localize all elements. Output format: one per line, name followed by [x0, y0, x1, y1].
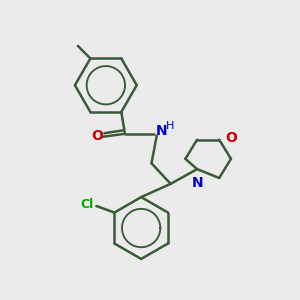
- Text: O: O: [226, 131, 238, 145]
- Text: N: N: [156, 124, 167, 138]
- Text: O: O: [92, 129, 103, 143]
- Text: N: N: [192, 176, 203, 190]
- Text: H: H: [166, 122, 174, 131]
- Text: Cl: Cl: [80, 198, 94, 211]
